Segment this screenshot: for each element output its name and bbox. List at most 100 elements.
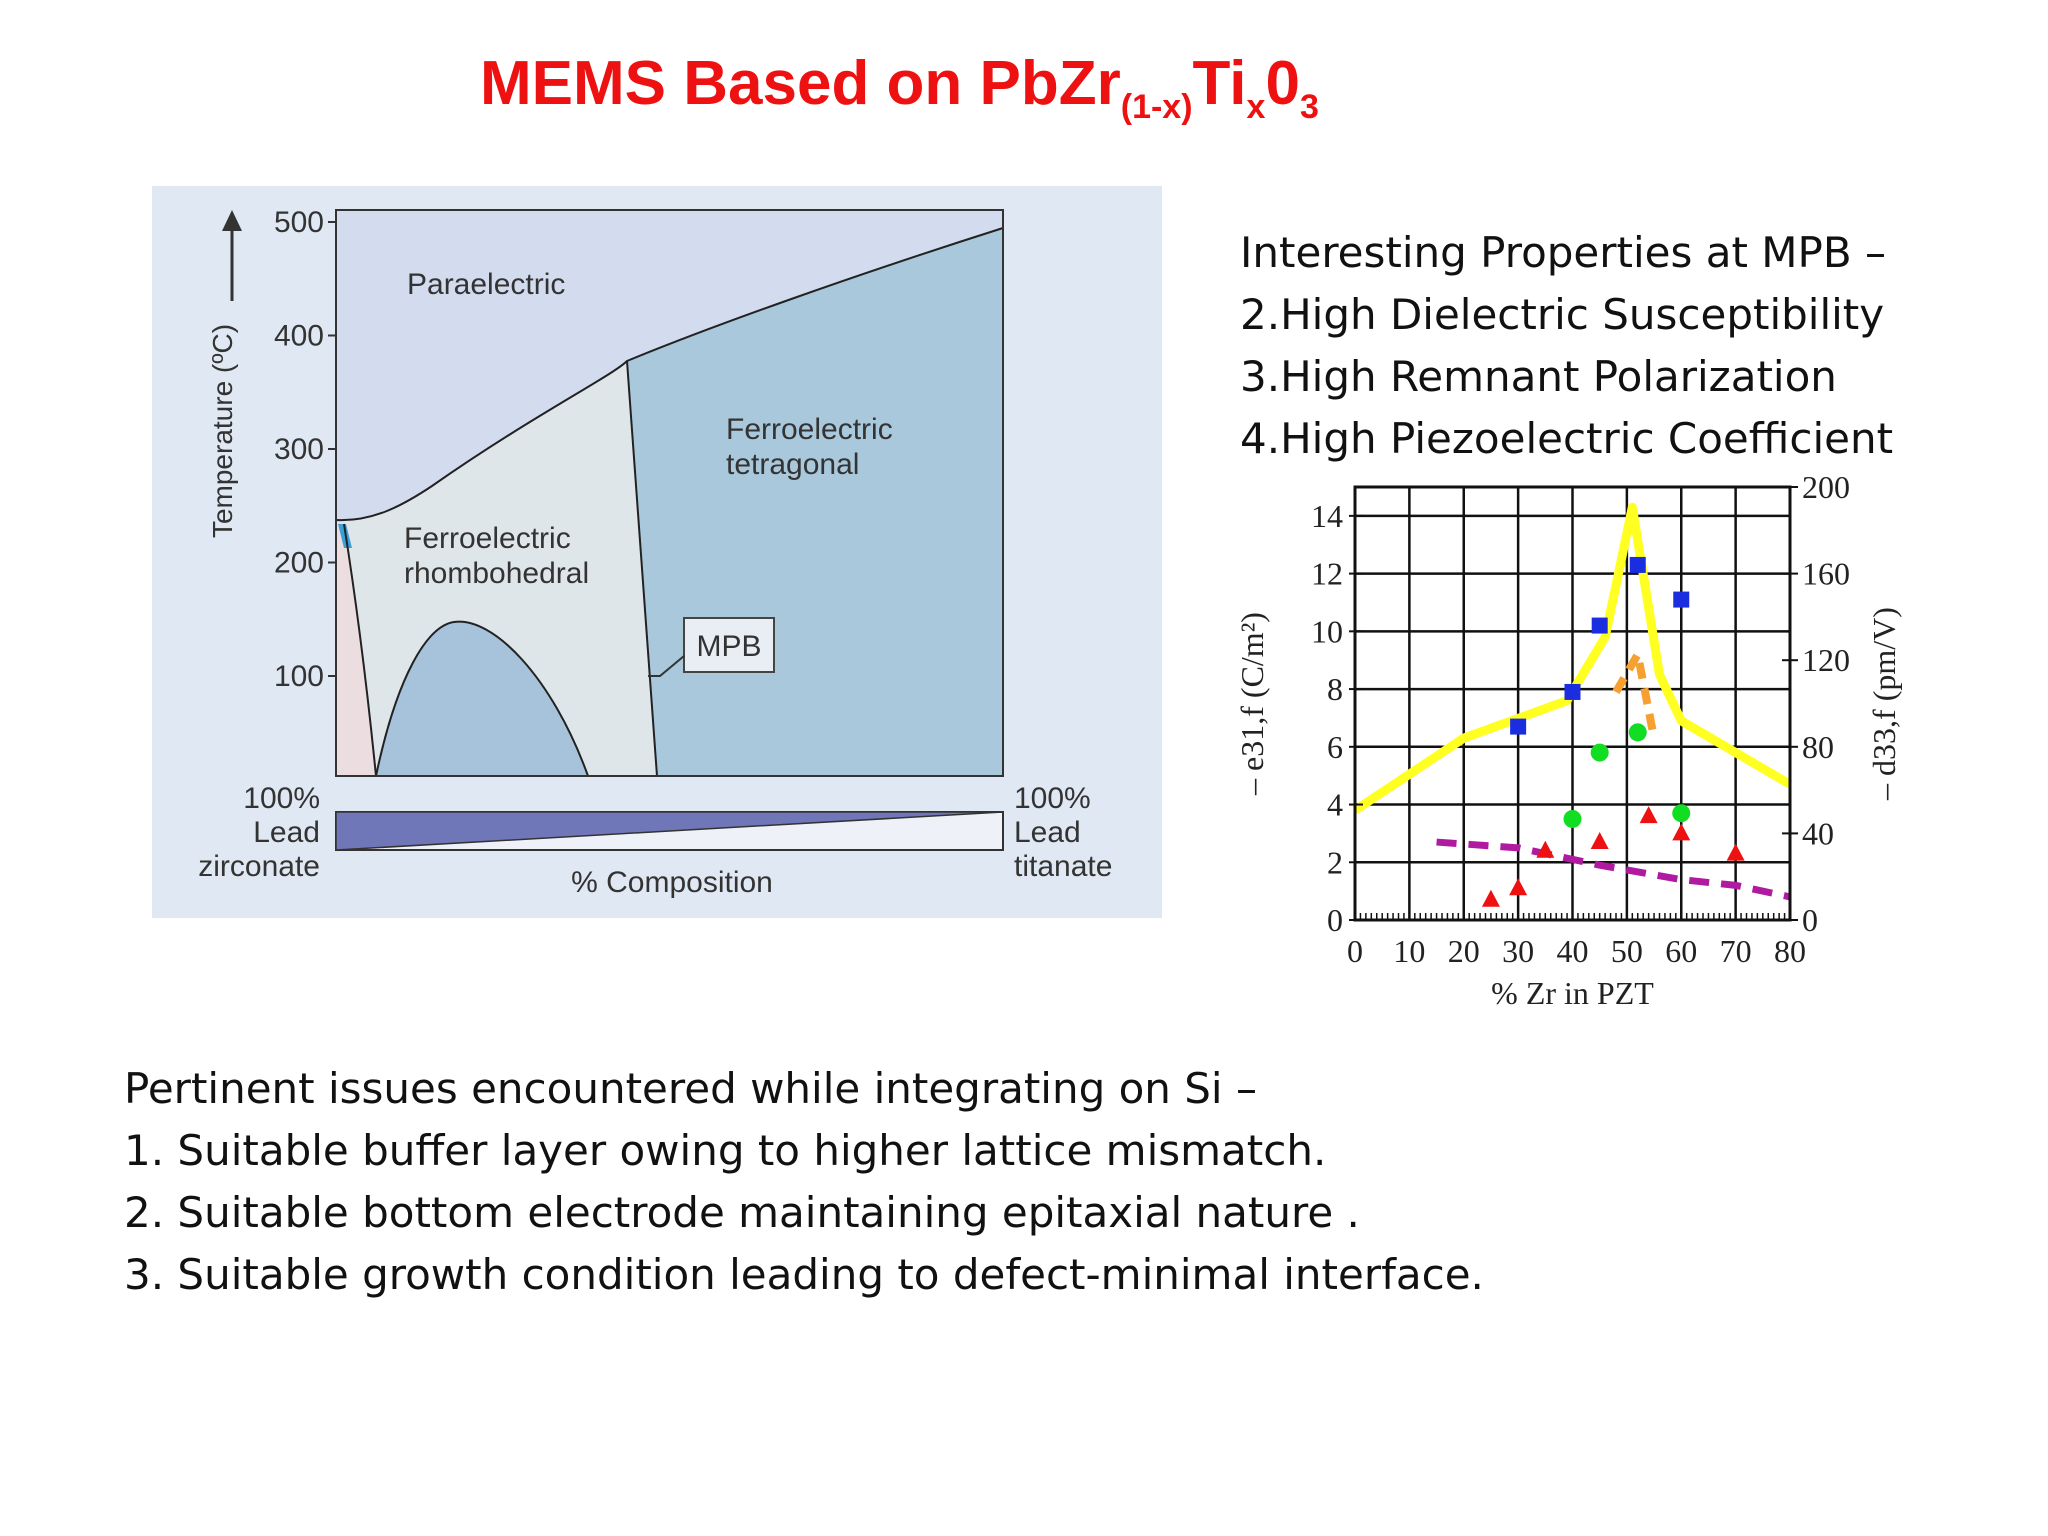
green-circle-point (1563, 809, 1582, 828)
pzt-chart-svg: 0 10 20 30 40 50 60 70 8002468101214040801201602… (1234, 469, 1902, 1011)
chart-x-tick-label: 10 (1393, 933, 1425, 969)
right-label-1: 100% (1014, 782, 1091, 815)
phase-diagram: 500 400 300 200 100 Temperature (ºC) Paraele… (152, 186, 1162, 922)
mpb-callout-box (683, 617, 775, 673)
rhombohedral-label-1: Ferroelectric (404, 522, 571, 555)
chart-y-right-tick-label: 200 (1802, 469, 1850, 505)
green-circle-point (1590, 743, 1609, 762)
left-label-2: Lead (253, 816, 320, 849)
chart-frame (1353, 485, 1792, 922)
phase-plot-frame (335, 209, 1004, 777)
chart-x-tick-label: 30 (1502, 933, 1534, 969)
chart-y-left-tick-label: 6 (1327, 729, 1343, 765)
chart-y-left-tick-label: 12 (1311, 556, 1343, 592)
title-main: MEMS Based on PbZr (480, 49, 1121, 118)
chart-axes: 0 10 20 30 40 50 60 70 8002468101214040801201602… (1311, 469, 1850, 969)
left-label-1: 100% (243, 782, 320, 815)
chart-y-right-tick-label: 80 (1802, 729, 1834, 765)
property-item: 2.High Dielectric Susceptibility (1240, 290, 1885, 339)
title-sub-1: (1-x) (1120, 88, 1193, 126)
red-triangle-point (1639, 806, 1658, 824)
property-item: 4.High Piezoelectric Coefficient (1240, 414, 1894, 463)
right-label-2: Lead (1014, 816, 1081, 849)
blue-square-point (1629, 556, 1646, 573)
properties-list: Interesting Properties at MPB – 2.High D… (1240, 222, 1893, 470)
blue-square-point (1591, 617, 1608, 634)
title-sub-3: 3 (1299, 88, 1319, 126)
red-triangle-point (1481, 889, 1500, 907)
composition-wedge (335, 811, 1004, 851)
tetragonal-label-1: Ferroelectric (726, 413, 893, 446)
red-triangle-point (1590, 832, 1609, 850)
chart-x-tick-label: 70 (1720, 933, 1752, 969)
chart-grid (1355, 487, 1790, 920)
chart-y-left-tick-label: 10 (1311, 613, 1343, 649)
slide-title: MEMS Based on PbZr(1-x)Tix03 (480, 48, 1319, 127)
chart-y-right-tick-label: 0 (1802, 902, 1818, 938)
title-end: 0 (1265, 49, 1300, 118)
issue-item: 3. Suitable growth condition leading to … (124, 1250, 1484, 1299)
orange-series-line (1612, 643, 1658, 739)
chart-y-left-label: – e31,f (C/m²) (1234, 612, 1270, 796)
chart-y-left-tick-label: 4 (1327, 787, 1343, 823)
left-label-3: zirconate (198, 850, 320, 883)
low-temp-rhombohedral-region (376, 621, 588, 776)
chart-y-right-tick-label: 160 (1802, 556, 1850, 592)
chart-y-left-tick-label: 8 (1327, 671, 1343, 707)
right-label-3: titanate (1014, 850, 1112, 883)
chart-y-left-tick-label: 0 (1327, 902, 1343, 938)
red-triangle-point (1509, 878, 1528, 896)
green-circle-point (1672, 804, 1691, 823)
yellow-series-line (1352, 502, 1793, 815)
chart-x-tick-label: 80 (1774, 933, 1806, 969)
chart-x-tick-label: 50 (1611, 933, 1643, 969)
issue-item: 1. Suitable buffer layer owing to higher… (124, 1126, 1327, 1175)
phase-y-tick-label: 400 (274, 320, 324, 353)
phase-y-tick-label: 300 (274, 433, 324, 466)
phase-y-ticks: 500 400 300 200 100 (274, 206, 336, 693)
pzt-chart: 0 10 20 30 40 50 60 70 80 0 2 4 6 8 10 12 14 0 40 80 120 160 2… (1215, 465, 1955, 1029)
chart-x-tick-label: 20 (1448, 933, 1480, 969)
chart-y-left-tick-label: 14 (1311, 498, 1343, 534)
issues-list: Pertinent issues encountered while integ… (124, 1058, 1484, 1306)
curie-line (335, 227, 1004, 522)
red-triangle-point (1672, 823, 1691, 841)
magenta-series-line (1436, 838, 1791, 901)
tetragonal-label-2: tetragonal (726, 448, 859, 481)
mpb-label: MPB (696, 630, 761, 663)
properties-heading: Interesting Properties at MPB – (1240, 228, 1887, 277)
chart-y-right-tick-label: 40 (1802, 815, 1834, 851)
chart-y-left-tick-label: 2 (1327, 844, 1343, 880)
phase-y-tick-label: 200 (274, 547, 324, 580)
mpb-line (626, 360, 658, 777)
antiferroelectric-region (336, 520, 376, 776)
phase-y-tick-label: 100 (274, 660, 324, 693)
blue-square-point (1510, 718, 1527, 735)
red-triangle-point (1726, 843, 1745, 861)
phase-y-axis-label: Temperature (ºC) (207, 324, 238, 538)
temp-arrowhead-icon (222, 210, 242, 231)
mpb-callout-pointer (648, 655, 685, 677)
title-sub-2: x (1246, 88, 1266, 126)
composition-axis-label: % Composition (571, 866, 773, 899)
issue-item: 2. Suitable bottom electrode maintaining… (124, 1188, 1360, 1237)
phase-y-tick-label: 500 (274, 206, 324, 239)
rhombohedral-boundary (375, 620, 589, 777)
green-circle-point (1628, 723, 1647, 742)
chart-x-tick-label: 0 (1347, 933, 1363, 969)
chart-y-right-label: – d33,f (pm/V) (1866, 607, 1902, 801)
blue-square-point (1564, 683, 1581, 700)
chart-x-label: % Zr in PZT (1491, 975, 1654, 1011)
afe-boundary (343, 523, 377, 777)
phase-diagram-svg: 500 400 300 200 100 Temperature (ºC) Paraele… (152, 186, 1162, 918)
chart-series (1352, 502, 1793, 907)
chart-x-tick-label: 40 (1557, 933, 1589, 969)
chart-x-tick-label: 60 (1665, 933, 1697, 969)
blue-square-point (1673, 591, 1690, 608)
paraelectric-label: Paraelectric (407, 268, 565, 301)
chart-y-right-tick-label: 120 (1802, 642, 1850, 678)
issues-heading: Pertinent issues encountered while integ… (124, 1064, 1257, 1113)
title-mid: Ti (1192, 49, 1247, 118)
rhombohedral-label-2: rhombohedral (404, 557, 589, 590)
property-item: 3.High Remnant Polarization (1240, 352, 1837, 401)
